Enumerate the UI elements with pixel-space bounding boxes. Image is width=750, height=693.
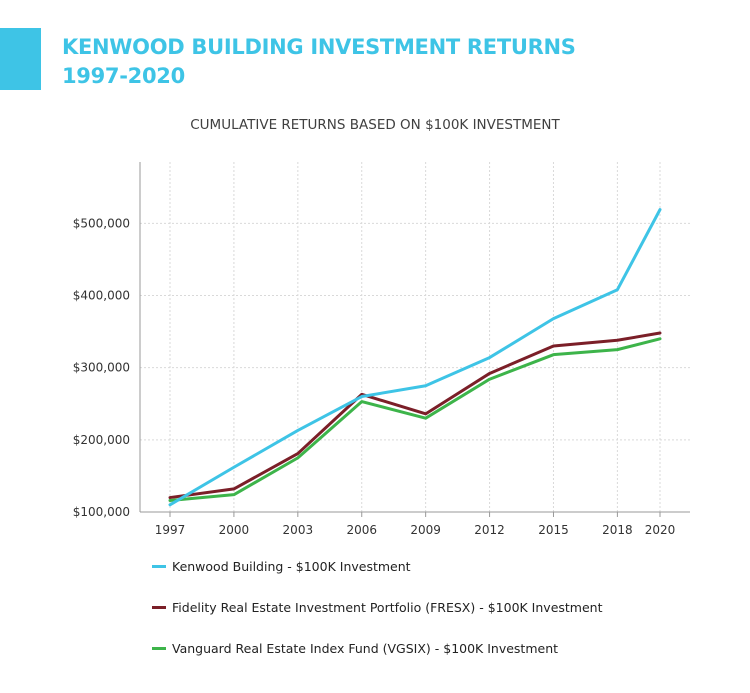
x-tick-label: 2003 xyxy=(283,523,314,537)
y-tick-label: $300,000 xyxy=(73,361,130,375)
y-tick-label: $100,000 xyxy=(73,505,130,519)
x-tick-label: 2018 xyxy=(602,523,633,537)
legend-label: Fidelity Real Estate Investment Portfoli… xyxy=(172,599,603,615)
legend-swatch xyxy=(152,564,166,568)
title-line-2: 1997-2020 xyxy=(62,64,185,88)
y-tick-label: $400,000 xyxy=(73,289,130,303)
title-accent-bar xyxy=(0,28,41,90)
series-line-2 xyxy=(168,331,662,500)
legend-item: Fidelity Real Estate Investment Portfoli… xyxy=(152,597,603,617)
legend-swatch xyxy=(152,605,166,609)
x-tick-label: 2012 xyxy=(474,523,505,537)
page-title: KENWOOD BUILDING INVESTMENT RETURNS 1997… xyxy=(62,33,576,91)
x-tick-label: 2009 xyxy=(410,523,441,537)
legend-label: Vanguard Real Estate Index Fund (VGSIX) … xyxy=(172,640,559,656)
x-tick-label: 2006 xyxy=(346,523,377,537)
x-tick-label: 1997 xyxy=(155,523,186,537)
x-tick-label: 2015 xyxy=(538,523,569,537)
y-tick-label: $200,000 xyxy=(73,433,130,447)
x-tick-label: 2000 xyxy=(219,523,250,537)
legend-item: Kenwood Building - $100K Investment xyxy=(152,556,411,576)
x-tick-label: 2020 xyxy=(645,523,676,537)
chart-title: CUMULATIVE RETURNS BASED ON $100K INVEST… xyxy=(190,117,560,133)
legend-item: Vanguard Real Estate Index Fund (VGSIX) … xyxy=(152,638,558,658)
series-line-1 xyxy=(168,208,662,507)
series-line-3 xyxy=(168,337,662,502)
legend-swatch xyxy=(152,646,166,650)
y-tick-label: $500,000 xyxy=(73,216,130,230)
legend-label: Kenwood Building - $100K Investment xyxy=(172,558,411,574)
title-line-1: KENWOOD BUILDING INVESTMENT RETURNS xyxy=(62,35,576,59)
